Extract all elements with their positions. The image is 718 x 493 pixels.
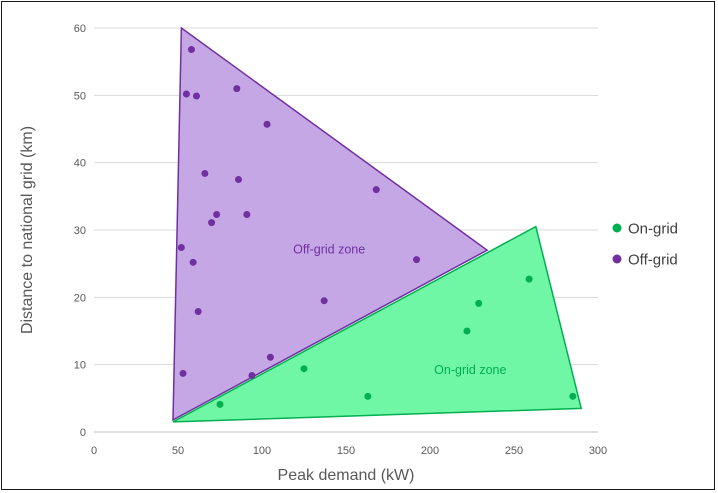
off-grid-point <box>263 120 271 128</box>
off-grid-point <box>248 371 256 379</box>
on-grid-zone-label: On-grid zone <box>434 363 506 377</box>
data-points <box>177 46 577 408</box>
y-tick-label: 40 <box>74 158 86 170</box>
legend-label-on-grid: On-grid <box>628 221 678 238</box>
tick-labels: 0 50 100 150 200 250 300 0 10 20 30 40 50 60 <box>74 23 607 457</box>
y-tick-label: 60 <box>74 23 86 35</box>
x-tick-label: 300 <box>589 445 607 457</box>
off-grid-point <box>182 90 190 98</box>
x-tick-label: 50 <box>172 445 184 457</box>
x-tick-label: 100 <box>253 445 271 457</box>
off-grid-point <box>372 186 380 194</box>
x-axis-title: Peak demand (kW) <box>278 467 415 484</box>
off-grid-point <box>413 256 421 264</box>
y-tick-label: 30 <box>74 225 86 237</box>
x-tick-label: 200 <box>421 445 439 457</box>
legend-label-off-grid: Off-grid <box>628 252 678 269</box>
legend-marker-off-grid <box>612 254 622 264</box>
x-tick-label: 250 <box>505 445 523 457</box>
on-grid-point <box>525 275 533 283</box>
off-grid-point <box>320 297 328 305</box>
off-grid-zone-label: Off-grid zone <box>293 243 365 257</box>
x-tick-label: 150 <box>337 445 355 457</box>
zones: Off-grid zone On-grid zone <box>172 26 583 423</box>
on-grid-point <box>216 400 224 408</box>
off-grid-point <box>266 353 274 361</box>
off-grid-point <box>201 169 209 177</box>
off-grid-point <box>194 307 202 315</box>
y-tick-label: 50 <box>74 90 86 102</box>
on-grid-point <box>364 392 372 400</box>
off-grid-point <box>192 92 200 100</box>
y-tick-label: 10 <box>74 360 86 372</box>
on-grid-point <box>300 365 308 373</box>
on-grid-point <box>463 327 471 335</box>
off-grid-point <box>187 46 195 54</box>
y-axis-title: Distance to national grid (km) <box>19 126 36 334</box>
off-grid-zone-polygon <box>172 26 489 422</box>
off-grid-point <box>177 244 185 252</box>
on-grid-point <box>569 392 577 400</box>
x-tick-label: 0 <box>91 445 97 457</box>
legend-marker-on-grid <box>612 223 622 233</box>
y-tick-label: 20 <box>74 292 86 304</box>
off-grid-point <box>234 176 242 183</box>
legend: On-grid Off-grid <box>612 221 678 269</box>
off-grid-point <box>179 369 187 377</box>
off-grid-point <box>213 211 221 219</box>
off-grid-point <box>208 219 216 227</box>
on-grid-point <box>475 299 483 307</box>
off-grid-point <box>243 211 251 219</box>
on-grid-zone-polygon <box>172 225 583 423</box>
off-grid-point <box>233 85 241 93</box>
off-grid-point <box>189 258 197 266</box>
y-tick-label: 0 <box>80 427 86 439</box>
